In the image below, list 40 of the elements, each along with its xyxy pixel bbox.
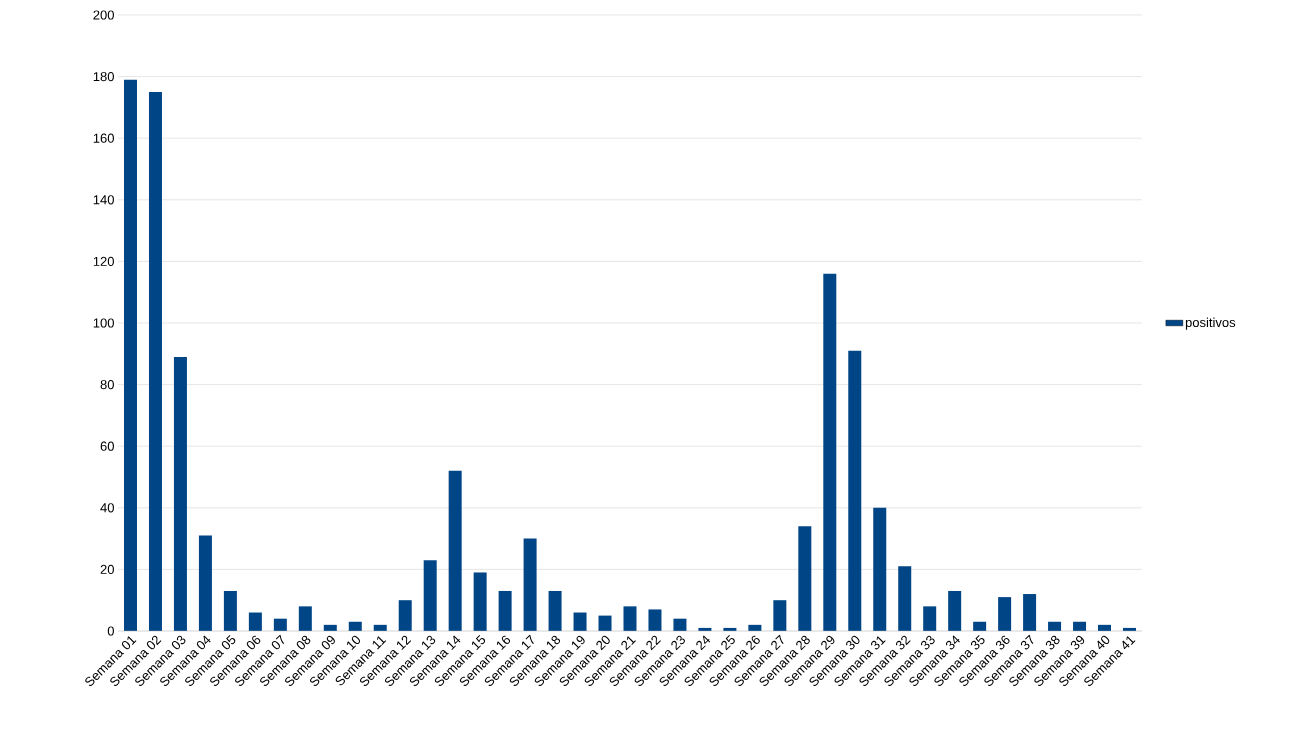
bar xyxy=(198,535,212,631)
bar xyxy=(798,526,812,631)
bar xyxy=(948,590,962,631)
y-tick-label: 160 xyxy=(93,133,114,143)
bar xyxy=(223,590,237,631)
y-tick-label: 140 xyxy=(93,195,114,205)
bar xyxy=(123,79,137,631)
legend-label: positivos xyxy=(1185,317,1236,330)
bar xyxy=(448,470,462,631)
bar xyxy=(923,606,937,631)
bar xyxy=(423,560,437,631)
bar xyxy=(548,590,562,631)
bar xyxy=(573,612,587,631)
y-tick-label: 40 xyxy=(100,503,114,513)
bar xyxy=(648,609,662,631)
y-tick-label: 180 xyxy=(93,71,114,82)
bar xyxy=(298,606,312,631)
bar xyxy=(598,615,612,631)
y-tick-label: 20 xyxy=(100,564,114,574)
bar xyxy=(498,590,512,631)
bar xyxy=(623,606,637,631)
bar xyxy=(873,507,887,631)
bar xyxy=(523,538,537,631)
bar xyxy=(773,600,787,631)
bar xyxy=(823,273,837,631)
bar xyxy=(148,92,162,631)
bar xyxy=(398,600,412,631)
y-tick-label: 120 xyxy=(93,256,114,266)
y-tick-label: 60 xyxy=(100,441,114,451)
bar xyxy=(173,356,187,631)
y-tick-label: 0 xyxy=(107,626,114,636)
bar xyxy=(248,612,262,631)
bar xyxy=(848,350,862,631)
y-tick-label: 200 xyxy=(93,10,114,20)
bar xyxy=(473,572,487,631)
bar xyxy=(1023,594,1037,631)
y-tick-label: 100 xyxy=(93,318,114,328)
bar xyxy=(898,566,912,631)
y-tick-label: 80 xyxy=(100,379,114,390)
bar xyxy=(998,597,1012,631)
